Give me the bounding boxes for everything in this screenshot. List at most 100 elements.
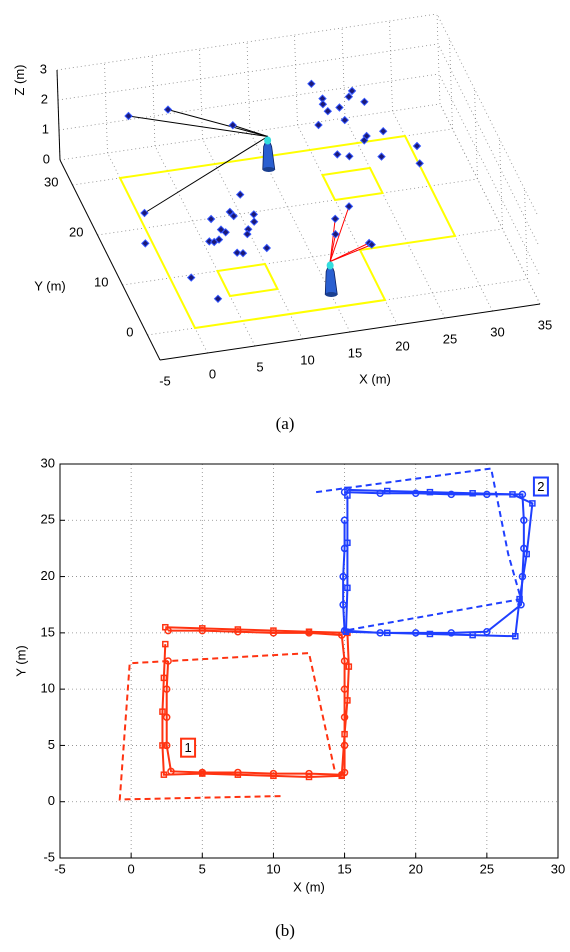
landmark	[333, 150, 342, 159]
z-tick-label: 0	[43, 151, 50, 166]
landmark	[206, 214, 216, 224]
marker	[344, 584, 351, 592]
marker	[411, 489, 420, 498]
x-axis-label: X (m)	[359, 371, 391, 386]
robot-head	[264, 136, 272, 145]
marker	[338, 772, 345, 780]
marker	[162, 741, 171, 750]
marker	[520, 516, 528, 525]
marker	[384, 629, 391, 637]
landmark	[377, 152, 386, 161]
grid-line	[57, 43, 439, 101]
x-tick-label: 15	[348, 345, 362, 360]
x-tick-label: 10	[266, 861, 280, 876]
observation-line	[167, 109, 268, 137]
marker	[529, 500, 536, 507]
x-tick-label: 5	[199, 861, 206, 876]
x-tick-label: 30	[551, 861, 565, 876]
y-tick-label: 30	[41, 455, 55, 470]
y-tick-label: 20	[41, 568, 55, 583]
landmark	[378, 126, 388, 136]
landmark	[318, 99, 328, 109]
landmark	[249, 217, 259, 226]
x-tick-label: 5	[256, 359, 263, 374]
grid-line	[436, 13, 441, 105]
landmark	[331, 229, 340, 239]
grid-line	[104, 62, 108, 154]
grid-line	[97, 178, 478, 236]
marker	[518, 490, 527, 499]
y-tick-label: 0	[126, 324, 133, 339]
x-tick-label: 0	[128, 861, 135, 876]
grid-line	[439, 103, 541, 305]
landmark	[323, 106, 333, 116]
series-line	[315, 467, 523, 632]
landmark	[335, 103, 344, 112]
grid-line	[56, 13, 438, 71]
observation-line	[329, 244, 372, 262]
marker	[340, 713, 349, 722]
x-tick-label: 15	[337, 861, 351, 876]
map-outline	[320, 166, 385, 202]
x-tick-label: 35	[538, 317, 552, 332]
marker	[339, 572, 347, 581]
landmark	[225, 207, 235, 217]
landmark	[330, 214, 340, 224]
marker	[426, 488, 434, 496]
landmark	[232, 248, 242, 257]
y-axis	[59, 159, 161, 361]
marker	[469, 631, 476, 639]
landmark	[213, 294, 223, 304]
marker	[340, 657, 349, 665]
landmark	[243, 229, 252, 239]
landmark	[235, 190, 245, 199]
y-tick-label: 0	[48, 793, 55, 808]
robot-base	[325, 292, 338, 297]
grid-line	[58, 73, 440, 131]
landmark	[229, 211, 238, 221]
marker	[523, 550, 530, 558]
grid-line	[438, 73, 540, 275]
landmark	[345, 152, 354, 161]
y-tick-label: 15	[41, 624, 55, 639]
grid-line	[437, 43, 539, 245]
landmark	[340, 115, 349, 125]
robot-head	[326, 261, 334, 270]
x-tick-label: -5	[159, 373, 171, 388]
marker	[426, 630, 434, 638]
grid-line	[499, 138, 503, 230]
landmark	[359, 136, 369, 145]
landmark	[140, 208, 149, 218]
marker	[234, 771, 242, 778]
y-tick-label: 20	[69, 224, 83, 239]
series-line	[161, 626, 350, 778]
landmark	[412, 141, 422, 151]
grid-line	[246, 41, 251, 133]
caption: (b)	[275, 921, 295, 940]
grid-line	[344, 117, 446, 319]
marker	[199, 625, 206, 632]
landmark	[347, 86, 357, 96]
y-tick-label: 10	[94, 274, 108, 289]
robot-base	[262, 167, 275, 172]
landmark	[163, 105, 173, 114]
caption: (a)	[276, 414, 295, 433]
y-tick-label: 10	[41, 681, 55, 696]
landmark	[228, 120, 238, 130]
grid-line	[341, 27, 346, 119]
grid-line	[439, 103, 541, 305]
map-outline	[215, 262, 280, 298]
landmark	[186, 273, 196, 282]
marker	[447, 490, 456, 499]
x-tick-label: 25	[480, 861, 494, 876]
annotation: 2	[537, 479, 544, 494]
marker	[344, 539, 351, 547]
landmark	[238, 248, 248, 258]
x-tick-label: 0	[209, 366, 216, 381]
grid-line	[474, 88, 478, 180]
x-tick-label: 20	[395, 338, 409, 353]
marker	[345, 663, 353, 670]
marker	[305, 773, 313, 781]
x-axis-label: X (m)	[293, 879, 325, 894]
marker	[199, 770, 206, 777]
